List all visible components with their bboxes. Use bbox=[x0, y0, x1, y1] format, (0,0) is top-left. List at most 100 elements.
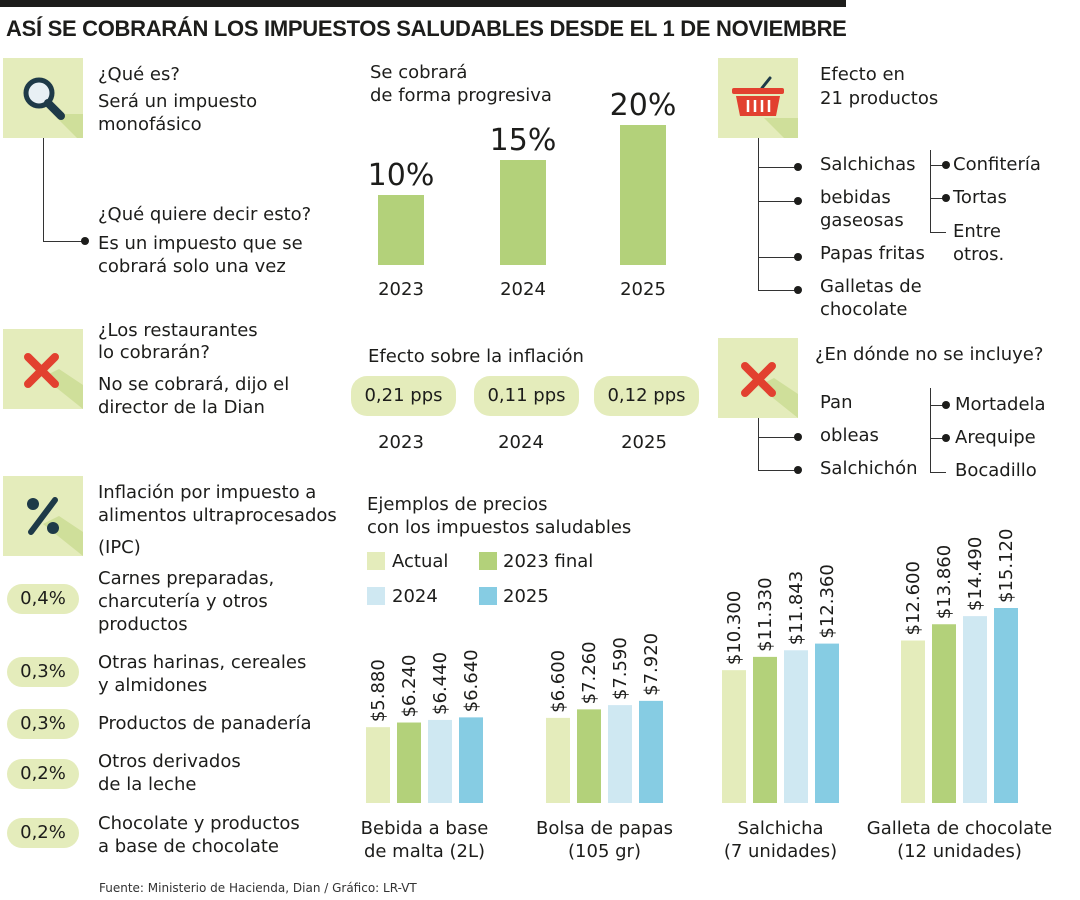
effect-item: gaseosas bbox=[820, 210, 904, 231]
price-category-label: (7 unidades) bbox=[724, 841, 837, 862]
legend-swatch-2024 bbox=[367, 587, 385, 605]
shopping-basket-icon bbox=[718, 58, 798, 138]
close-icon bbox=[718, 338, 798, 418]
ipc-value-badge: 0,3% bbox=[7, 709, 79, 739]
price-value-label: $12.600 bbox=[903, 561, 924, 635]
price-category-label: Bebida a base bbox=[361, 818, 489, 839]
bullet-dot bbox=[942, 194, 950, 202]
price-bar bbox=[784, 650, 808, 803]
connector-line bbox=[43, 241, 85, 242]
price-bar bbox=[901, 640, 925, 803]
tree-line bbox=[758, 167, 798, 168]
tree-line bbox=[758, 138, 759, 290]
effect-item: bebidas bbox=[820, 187, 891, 208]
progressive-bar bbox=[500, 160, 546, 265]
excluded-item: Salchichón bbox=[820, 458, 918, 479]
price-bar bbox=[608, 705, 632, 803]
inflation-year: 2024 bbox=[498, 432, 544, 453]
source-note: Fuente: Ministerio de Hacienda, Dian / G… bbox=[99, 881, 417, 895]
ipc-value-badge: 0,4% bbox=[7, 584, 79, 614]
price-value-label: $10.300 bbox=[724, 591, 745, 665]
tree-line bbox=[758, 418, 759, 470]
tree-line bbox=[930, 405, 946, 406]
bullet-dot bbox=[794, 163, 802, 171]
price-value-label: $11.843 bbox=[786, 571, 807, 645]
progressive-year-label: 2023 bbox=[378, 279, 424, 300]
price-value-label: $15.120 bbox=[996, 529, 1017, 603]
tree-line bbox=[930, 150, 931, 232]
ipc-item-label: productos bbox=[98, 614, 188, 635]
price-value-label: $6.600 bbox=[548, 650, 569, 713]
top-rule bbox=[0, 0, 846, 7]
excluded-item: Arequipe bbox=[955, 427, 1036, 448]
price-bar bbox=[428, 719, 452, 803]
restaurants-answer-line1: No se cobrará, dijo el bbox=[98, 374, 290, 395]
bullet-dot bbox=[794, 197, 802, 205]
prices-bar-chart: $5.880 $6.240 $6.440 $6.640 $6.600 $7.260 $7.5… bbox=[361, 529, 1053, 862]
price-bar bbox=[932, 624, 956, 803]
tree-line bbox=[930, 198, 946, 199]
ipc-item-label: Productos de panadería bbox=[98, 713, 312, 734]
ipc-item-label: y almidones bbox=[98, 675, 208, 696]
bullet-dot bbox=[942, 401, 950, 409]
effect-item: Galletas de bbox=[820, 276, 922, 297]
legend-swatch-2025 bbox=[479, 587, 497, 605]
price-bar bbox=[753, 656, 777, 803]
que-es-answer-line2: monofásico bbox=[98, 114, 202, 135]
price-value-label: $6.440 bbox=[430, 652, 451, 715]
ipc-item-label: de la leche bbox=[98, 774, 197, 795]
excluded-item: Pan bbox=[820, 392, 853, 413]
bullet-dot bbox=[794, 286, 802, 294]
effect-title-line1: Efecto en bbox=[820, 64, 905, 85]
legend-label-2023: 2023 final bbox=[503, 551, 594, 572]
progressive-bar bbox=[378, 195, 424, 265]
search-icon bbox=[3, 58, 83, 138]
price-bar bbox=[577, 709, 601, 803]
inflation-title: Efecto sobre la inflación bbox=[368, 346, 584, 367]
restaurants-answer-line2: director de la Dian bbox=[98, 397, 265, 418]
ipc-value-badge: 0,2% bbox=[7, 818, 79, 848]
price-value-label: $7.590 bbox=[610, 637, 631, 700]
price-bar bbox=[994, 608, 1018, 803]
bullet-dot bbox=[942, 434, 950, 442]
prices-title-line2: con los impuestos saludables bbox=[367, 517, 632, 538]
progressive-bar-chart: 10% 15% 20% 2023 2024 2025 bbox=[368, 90, 677, 300]
bullet-dot bbox=[794, 253, 802, 261]
effect-item: Confitería bbox=[953, 154, 1041, 175]
price-value-label: $14.490 bbox=[965, 537, 986, 611]
meaning-question: ¿Qué quiere decir esto? bbox=[98, 204, 312, 225]
restaurants-question-line1: ¿Los restaurantes bbox=[98, 320, 258, 341]
que-es-question: ¿Qué es? bbox=[98, 64, 180, 85]
tree-line bbox=[758, 437, 798, 438]
progressive-title-line1: Se cobrará bbox=[370, 62, 468, 83]
legend-swatch-2023 bbox=[479, 552, 497, 570]
progressive-title-line2: de forma progresiva bbox=[370, 85, 552, 106]
tree-line bbox=[930, 388, 931, 472]
bullet-dot bbox=[942, 161, 950, 169]
prices-title-line1: Ejemplos de precios bbox=[367, 494, 548, 515]
effect-item: Salchichas bbox=[820, 154, 916, 175]
tree-line bbox=[930, 232, 946, 233]
excluded-title: ¿En dónde no se incluye? bbox=[815, 344, 1044, 365]
bullet-dot bbox=[794, 433, 802, 441]
ipc-item-label: Chocolate y productos bbox=[98, 813, 300, 834]
effect-item: Papas fritas bbox=[820, 243, 925, 264]
price-value-label: $6.640 bbox=[461, 649, 482, 712]
price-bar bbox=[397, 722, 421, 803]
price-value-label: $6.240 bbox=[399, 655, 420, 718]
progressive-year-label: 2024 bbox=[500, 279, 546, 300]
price-category-label: Galleta de chocolate bbox=[867, 818, 1052, 839]
price-value-label: $12.360 bbox=[817, 564, 838, 638]
tree-line bbox=[930, 472, 946, 473]
price-bar bbox=[546, 717, 570, 803]
tree-line bbox=[930, 165, 946, 166]
ipc-subtitle: (IPC) bbox=[98, 537, 141, 558]
ipc-item-label: Otras harinas, cereales bbox=[98, 652, 307, 673]
tree-line bbox=[758, 470, 798, 471]
price-bar bbox=[366, 727, 390, 803]
price-bar bbox=[722, 670, 746, 803]
excluded-item: Mortadela bbox=[955, 394, 1046, 415]
inflation-year: 2025 bbox=[621, 432, 667, 453]
price-value-label: $13.860 bbox=[934, 545, 955, 619]
effect-item: otros. bbox=[953, 244, 1005, 265]
